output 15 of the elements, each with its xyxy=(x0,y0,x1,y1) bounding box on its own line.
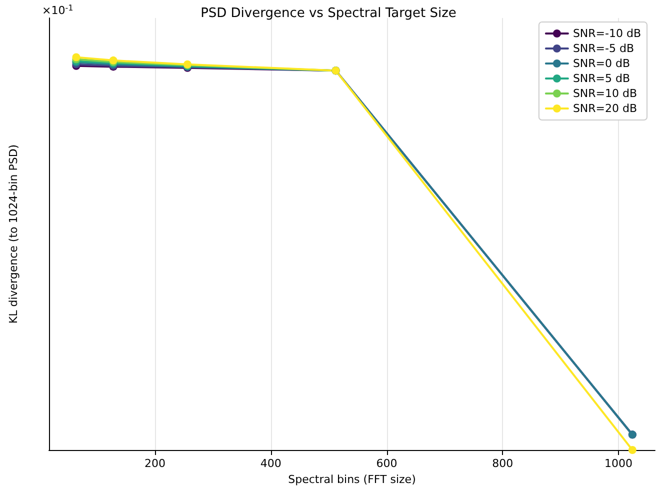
legend-label: SNR=10 dB xyxy=(572,87,638,100)
x-tick-label: 200 xyxy=(144,457,166,470)
y-axis-title: KL divergence (to 1024-bin PSD) xyxy=(7,144,20,324)
legend-label: SNR=-5 dB xyxy=(572,42,634,55)
x-tick-label: 400 xyxy=(260,457,282,470)
legend-label: SNR=5 dB xyxy=(572,72,630,85)
x-axis-title: Spectral bins (FFT size) xyxy=(288,472,416,486)
x-tick-label: 1000 xyxy=(604,457,632,470)
x-tick-label: 800 xyxy=(492,457,514,470)
x-tick-label: 600 xyxy=(376,457,398,470)
legend-label: SNR=20 dB xyxy=(572,102,638,115)
point xyxy=(628,446,636,454)
legend-label: SNR=0 dB xyxy=(572,57,630,70)
chart-title: PSD Divergence vs Spectral Target Size xyxy=(200,6,456,21)
legend-label: SNR=-10 dB xyxy=(572,27,641,40)
